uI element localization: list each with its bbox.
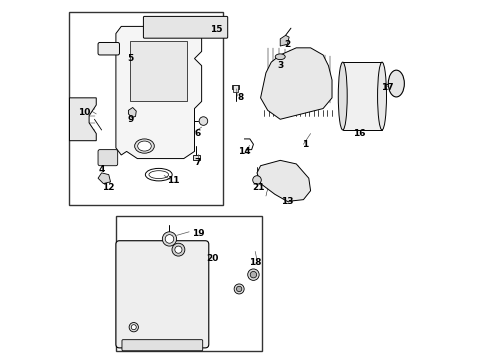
Circle shape: [129, 323, 138, 332]
Ellipse shape: [236, 286, 242, 292]
Ellipse shape: [275, 54, 285, 60]
Circle shape: [165, 235, 173, 243]
Ellipse shape: [250, 271, 256, 278]
Bar: [116, 216, 262, 351]
Text: 20: 20: [206, 254, 218, 263]
Polygon shape: [69, 98, 96, 141]
Text: 21: 21: [252, 183, 264, 192]
Text: 16: 16: [352, 129, 365, 138]
Polygon shape: [128, 108, 136, 117]
Ellipse shape: [338, 62, 346, 130]
Bar: [233, 85, 238, 93]
Text: 19: 19: [191, 229, 204, 238]
Ellipse shape: [377, 62, 386, 130]
Text: 7: 7: [195, 158, 201, 167]
FancyBboxPatch shape: [143, 17, 227, 38]
Bar: [231, 85, 239, 89]
FancyBboxPatch shape: [98, 150, 118, 166]
Text: 5: 5: [127, 54, 133, 63]
Polygon shape: [98, 173, 110, 184]
Circle shape: [131, 325, 136, 330]
Text: 6: 6: [195, 129, 201, 138]
Text: 12: 12: [102, 183, 115, 192]
FancyBboxPatch shape: [98, 42, 119, 55]
Text: 1: 1: [302, 140, 308, 149]
Polygon shape: [257, 160, 310, 202]
Circle shape: [175, 246, 182, 253]
FancyBboxPatch shape: [116, 241, 208, 348]
Text: 9: 9: [127, 115, 133, 124]
Circle shape: [162, 232, 176, 246]
Text: 14: 14: [238, 147, 250, 156]
Bar: [69, 12, 223, 205]
Text: 3: 3: [277, 61, 283, 70]
Polygon shape: [116, 26, 201, 158]
Text: 10: 10: [78, 108, 90, 117]
Bar: [192, 155, 200, 160]
Ellipse shape: [247, 269, 259, 280]
Text: 17: 17: [380, 83, 393, 92]
Ellipse shape: [138, 141, 151, 151]
Text: 8: 8: [237, 93, 244, 102]
Text: 15: 15: [209, 26, 222, 35]
Polygon shape: [260, 48, 331, 119]
Ellipse shape: [234, 284, 244, 294]
Text: 13: 13: [281, 197, 293, 206]
FancyBboxPatch shape: [122, 340, 203, 351]
Circle shape: [252, 176, 261, 184]
Polygon shape: [280, 35, 288, 46]
Text: 4: 4: [98, 165, 104, 174]
Text: 11: 11: [166, 176, 179, 185]
Ellipse shape: [134, 139, 154, 153]
Bar: [342, 62, 381, 130]
Text: 18: 18: [248, 258, 261, 267]
Text: 2: 2: [284, 40, 290, 49]
Ellipse shape: [387, 70, 404, 97]
Circle shape: [199, 117, 207, 125]
Circle shape: [172, 243, 184, 256]
Polygon shape: [130, 41, 187, 102]
